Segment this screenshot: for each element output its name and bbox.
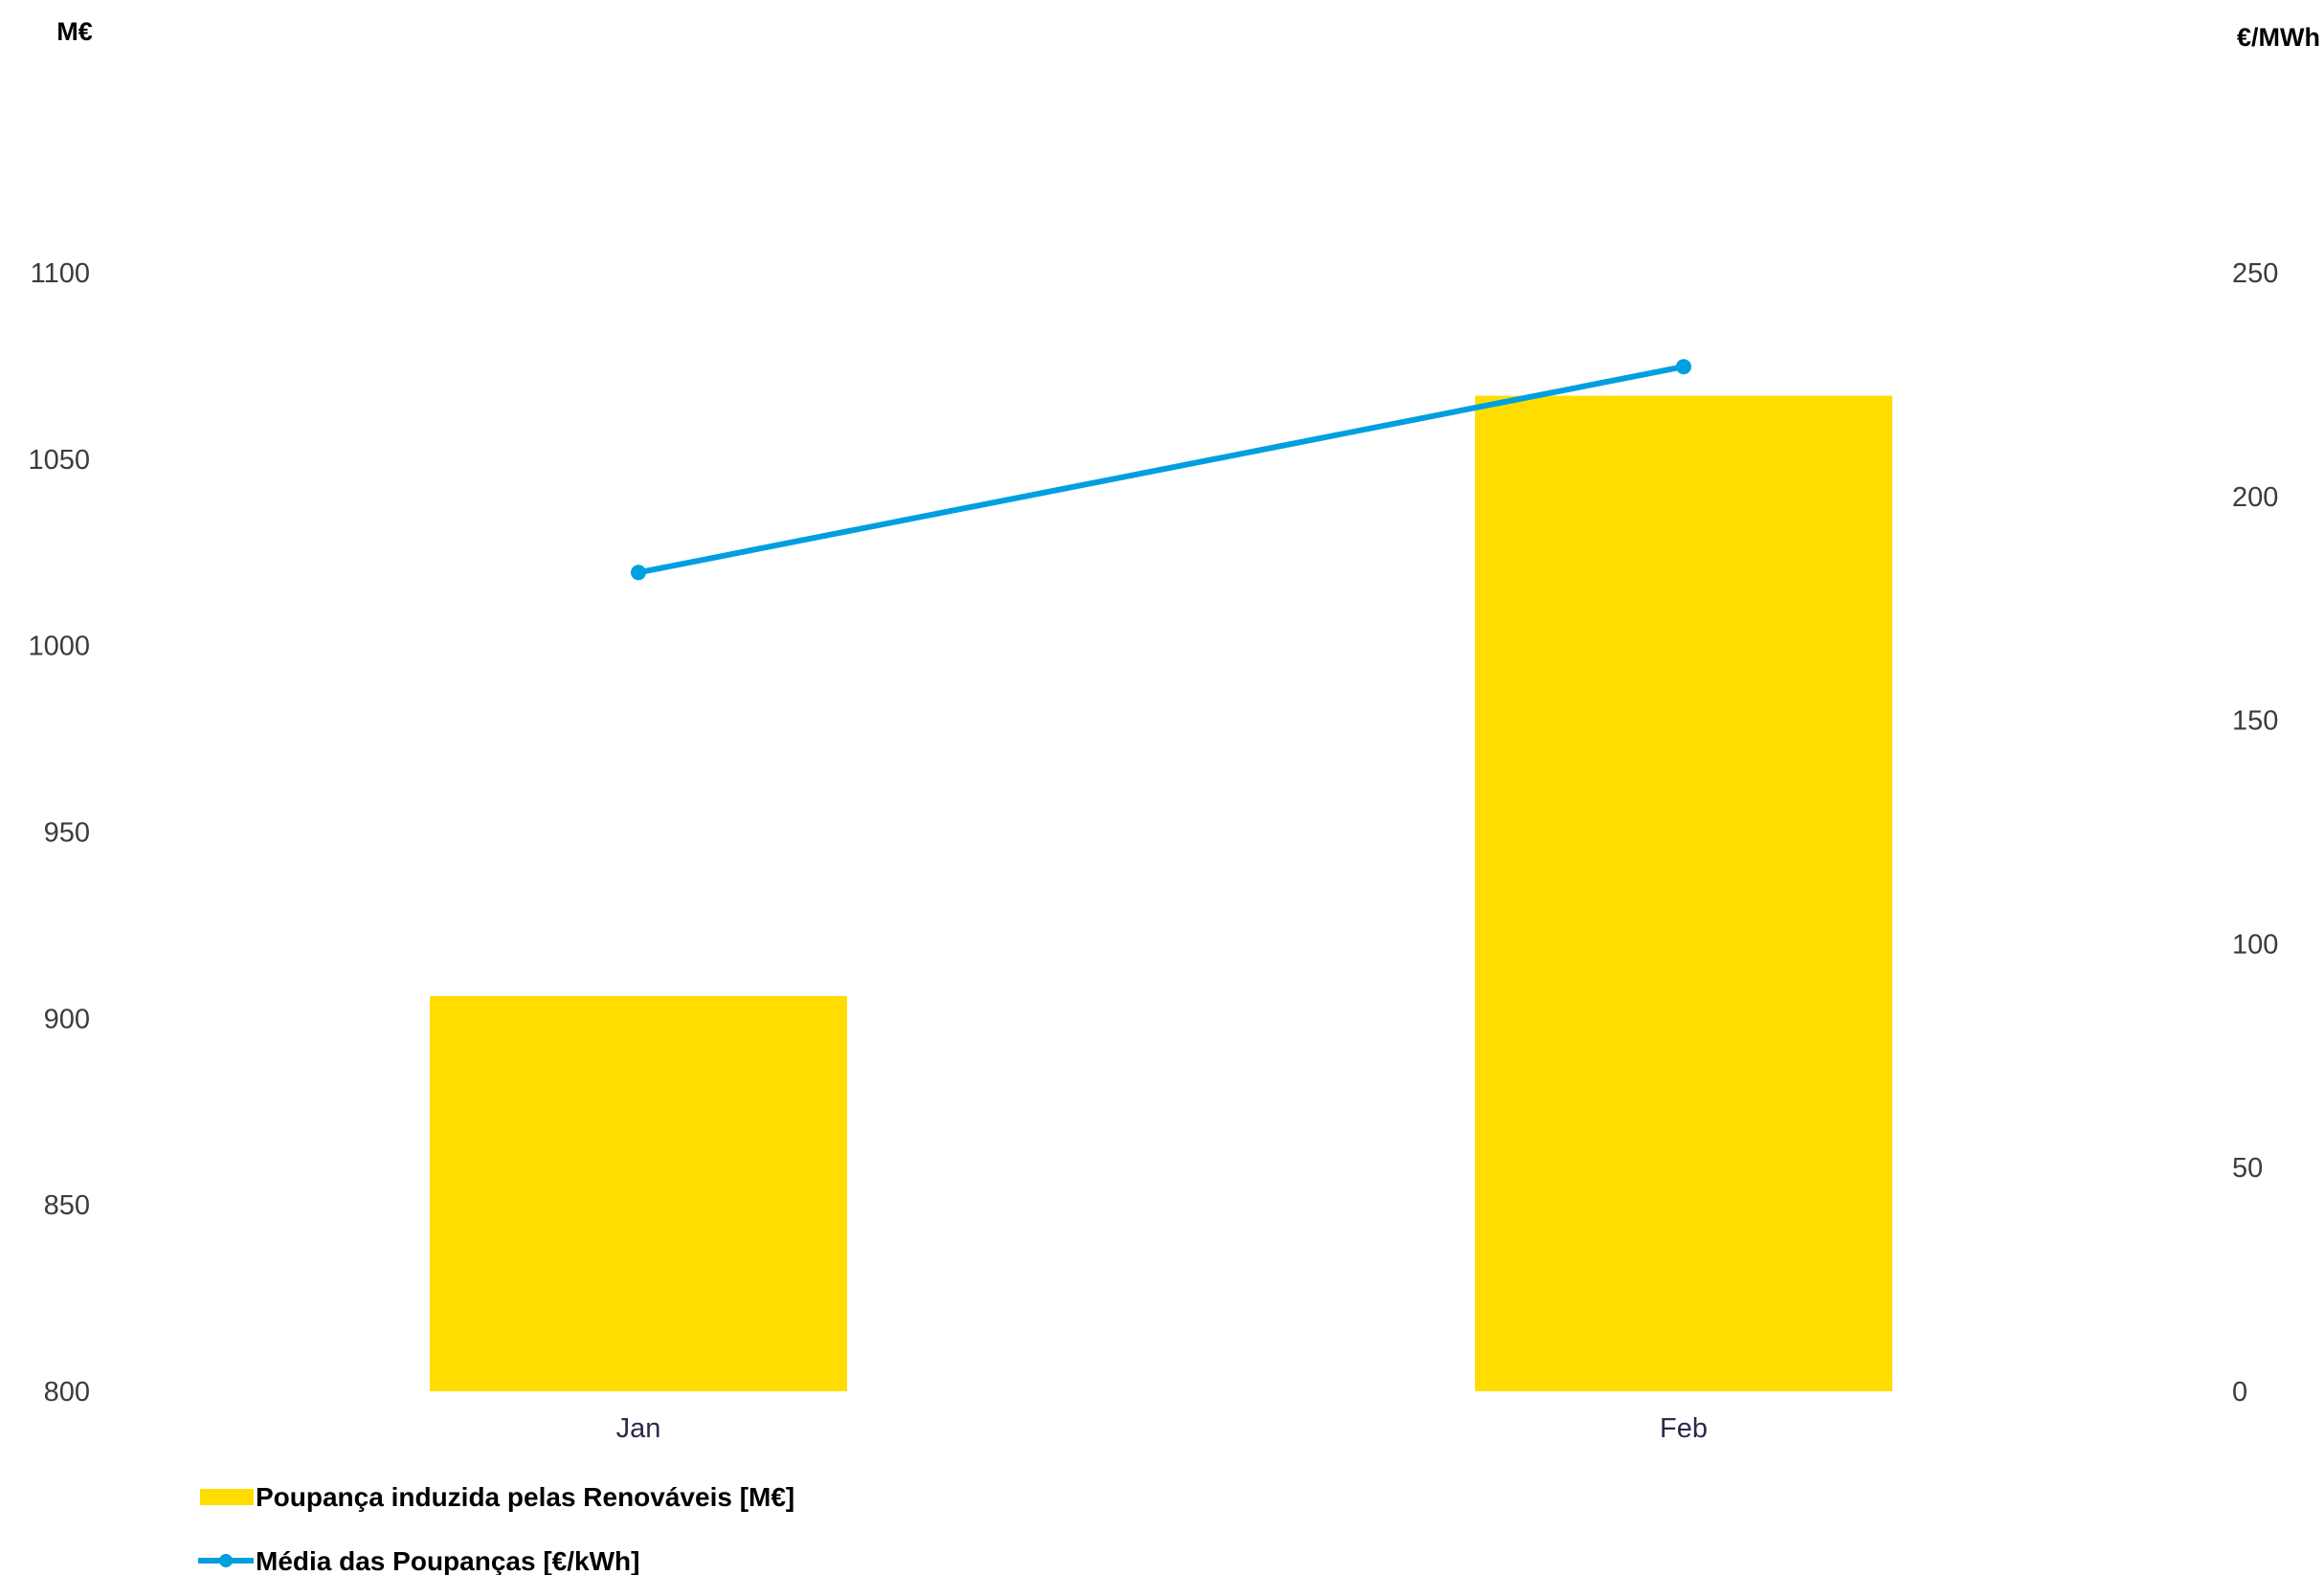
- bar-feb: [1475, 395, 1892, 1392]
- category-labels: Jan Feb: [616, 1413, 1708, 1444]
- right-axis-unit-label: €/MWh: [2237, 23, 2320, 52]
- legend-line-label: Média das Poupanças [€/kWh]: [256, 1546, 639, 1575]
- line-path: [637, 364, 1685, 576]
- right-tick-label: 150: [2232, 706, 2278, 737]
- category-label-feb: Feb: [1660, 1413, 1708, 1444]
- bar-series: [430, 395, 1892, 1392]
- right-tick-label: 0: [2232, 1377, 2247, 1408]
- legend-line-marker: [219, 1554, 233, 1567]
- line-point-jan: [631, 565, 646, 581]
- left-tick-label: 1050: [28, 445, 90, 476]
- left-tick-label: 900: [44, 1004, 90, 1034]
- bar-jan: [430, 995, 847, 1391]
- left-axis-ticks: 800 850 900 950 1000 1050 1100: [28, 258, 90, 1408]
- category-label-jan: Jan: [616, 1413, 661, 1444]
- right-tick-label: 50: [2232, 1153, 2263, 1184]
- left-tick-label: 1100: [31, 258, 90, 289]
- left-tick-label: 1000: [28, 632, 90, 662]
- legend: Poupança induzida pelas Renováveis [M€] …: [198, 1482, 794, 1575]
- line-series: [631, 359, 1691, 581]
- left-tick-label: 800: [44, 1377, 90, 1408]
- left-axis-unit-label: M€: [56, 17, 93, 46]
- right-tick-label: 200: [2232, 482, 2278, 513]
- right-axis-ticks: 0 50 100 150 200 250: [2232, 258, 2278, 1408]
- legend-bar-label: Poupança induzida pelas Renováveis [M€]: [256, 1482, 794, 1512]
- left-tick-label: 950: [44, 818, 90, 849]
- line-point-feb: [1676, 359, 1691, 375]
- right-tick-label: 250: [2232, 258, 2278, 289]
- right-tick-label: 100: [2232, 929, 2278, 960]
- left-tick-label: 850: [44, 1190, 90, 1221]
- legend-bar-swatch: [200, 1489, 254, 1505]
